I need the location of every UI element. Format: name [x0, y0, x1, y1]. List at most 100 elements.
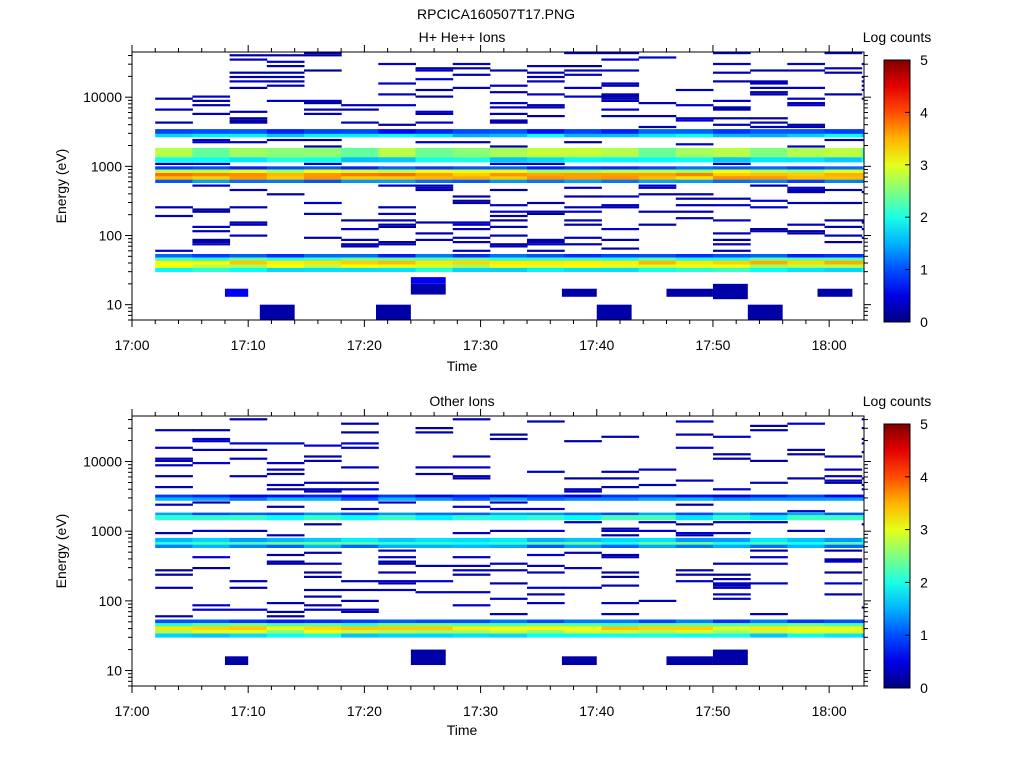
- band-cell: [564, 133, 602, 138]
- band-cell: [155, 254, 193, 258]
- sparse-cell: [601, 575, 640, 578]
- band-cell: [527, 179, 565, 183]
- band-cell: [341, 129, 379, 135]
- band-cell: [229, 626, 268, 631]
- sparse-cell: [713, 582, 751, 585]
- sparse-cell: [489, 582, 528, 585]
- band-cell: [713, 166, 751, 170]
- sparse-cell: [341, 488, 379, 491]
- sparse-cell: [601, 228, 640, 231]
- band-cell: [824, 169, 863, 174]
- band-cell: [192, 260, 231, 265]
- sparse-cell: [192, 210, 231, 213]
- band-cell: [675, 173, 714, 177]
- band-cell: [824, 626, 863, 631]
- band-cell: [861, 173, 864, 177]
- sparse-cell: [304, 595, 342, 598]
- band-cell: [564, 254, 602, 258]
- sparse-cell: [378, 212, 416, 215]
- band-cell: [861, 512, 864, 516]
- sparse-cell: [787, 191, 825, 194]
- sparse-cell: [787, 477, 825, 480]
- sparse-cell: [341, 442, 379, 445]
- band-cell: [341, 257, 379, 262]
- sparse-cell: [452, 475, 491, 478]
- band-cell: [787, 173, 825, 177]
- sparse-cell: [861, 80, 864, 83]
- band-cell: [229, 169, 268, 174]
- band-cell: [378, 257, 416, 262]
- sparse-cell: [415, 564, 454, 567]
- sparse-cell: [229, 58, 268, 61]
- colorbar-tick-label: 4: [920, 469, 928, 485]
- sparse-cell: [564, 488, 602, 491]
- band-cell: [155, 542, 193, 545]
- sparse-cell: [489, 507, 528, 511]
- sparse-cell: [713, 123, 751, 126]
- sparse-cell: [750, 521, 788, 524]
- sparse-cell: [601, 97, 640, 100]
- band-cell: [750, 512, 788, 516]
- sparse-cell: [638, 184, 677, 187]
- band-cell: [601, 267, 640, 272]
- band-cell: [192, 512, 231, 516]
- sparse-cell: [527, 529, 565, 532]
- band-cell: [304, 542, 342, 545]
- band-cell: [638, 542, 677, 545]
- band-cell: [787, 633, 825, 638]
- band-cell: [675, 257, 714, 262]
- sparse-cell: [229, 221, 268, 224]
- x-tick-label: 17:00: [114, 337, 149, 353]
- sparse-cell: [564, 236, 602, 239]
- sparse-cell: [155, 249, 193, 252]
- band-cell: [304, 264, 342, 269]
- sparse-cell: [229, 223, 268, 226]
- band-cell: [750, 494, 788, 498]
- band-cell: [713, 260, 751, 265]
- low-energy-block: [224, 288, 249, 297]
- sparse-cell: [638, 223, 677, 226]
- band-cell: [787, 544, 825, 548]
- band-cell: [192, 626, 231, 631]
- band-cell: [192, 633, 231, 638]
- band-cell: [415, 537, 454, 543]
- band-cell: [861, 626, 864, 631]
- x-tick-label: 17:40: [579, 703, 614, 719]
- low-energy-block: [561, 656, 597, 666]
- sparse-cell: [750, 613, 788, 616]
- sparse-cell: [229, 529, 268, 532]
- band-cell: [824, 133, 863, 138]
- band-cell: [304, 260, 342, 265]
- band-cell: [304, 633, 342, 638]
- band-cell: [155, 260, 193, 265]
- band-cell: [601, 515, 640, 521]
- band-cell: [713, 497, 751, 501]
- band-cell: [638, 157, 677, 163]
- band-cell: [713, 630, 751, 634]
- band-cell: [192, 623, 231, 627]
- band-cell: [304, 166, 342, 170]
- band-cell: [229, 537, 268, 543]
- sparse-cell: [192, 448, 231, 451]
- sparse-cell: [787, 201, 825, 205]
- sparse-cell: [229, 234, 268, 237]
- band-cell: [861, 179, 864, 183]
- band-cell: [155, 264, 193, 269]
- sparse-cell: [527, 243, 565, 246]
- sparse-cell: [601, 115, 640, 118]
- band-cell: [787, 166, 825, 170]
- band-cell: [750, 133, 788, 138]
- band-cell: [489, 169, 528, 174]
- band-cell: [638, 133, 677, 138]
- sparse-cell: [601, 602, 640, 605]
- sparse-cell: [713, 532, 751, 535]
- sparse-cell: [378, 219, 416, 222]
- band-cell: [787, 254, 825, 258]
- band-cell: [601, 633, 640, 638]
- band-cell: [378, 494, 416, 498]
- band-cell: [824, 179, 863, 183]
- band-cell: [713, 542, 751, 545]
- sparse-cell: [304, 145, 342, 148]
- sparse-cell: [378, 104, 416, 107]
- sparse-cell: [266, 468, 305, 471]
